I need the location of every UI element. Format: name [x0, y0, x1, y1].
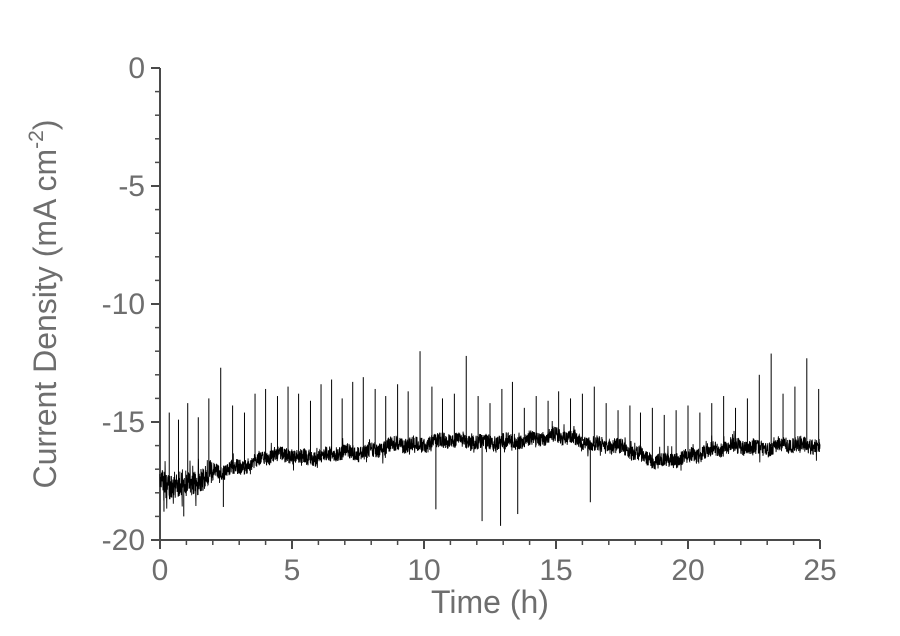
y-tick-label: 0 [128, 52, 145, 85]
x-axis-title: Time (h) [431, 584, 549, 620]
axes: 0 5 10 15 20 25 0 -5 -10 -15 -20 [102, 52, 837, 587]
x-tick-label: 5 [284, 554, 301, 587]
y-tick-label: -5 [118, 170, 145, 203]
x-tick-label: 15 [539, 554, 572, 587]
y-tick-label: -15 [102, 406, 145, 439]
x-tick-label: 20 [671, 554, 704, 587]
y-tick-label: -10 [102, 288, 145, 321]
data-trace [159, 351, 821, 526]
y-axis-title: Current Density (mA cm-2) [25, 120, 63, 489]
x-tick-label: 25 [803, 554, 836, 587]
x-tick-label: 0 [152, 554, 169, 587]
y-tick-label: -20 [102, 524, 145, 557]
x-tick-label: 10 [407, 554, 440, 587]
